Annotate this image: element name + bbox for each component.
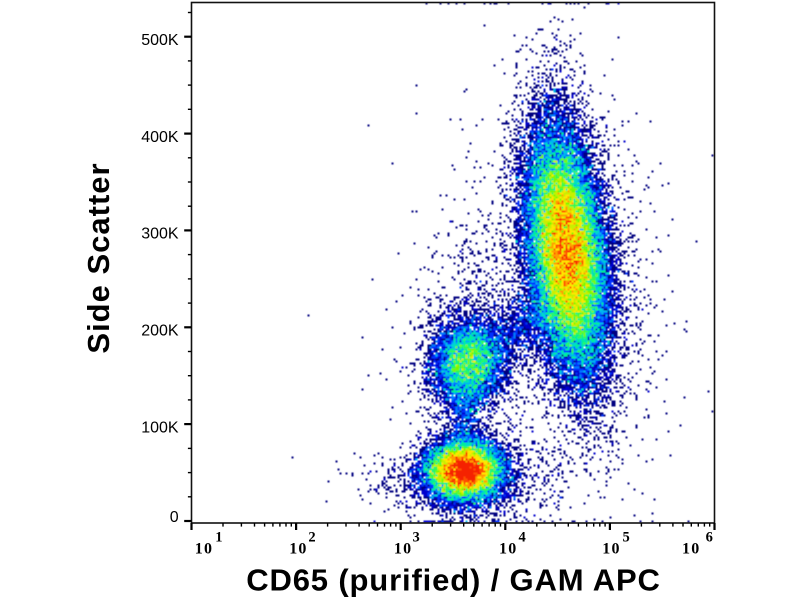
svg-text:10: 10 — [602, 540, 620, 557]
svg-text:2: 2 — [308, 530, 315, 546]
svg-text:10: 10 — [499, 540, 517, 557]
svg-text:Side Scatter: Side Scatter — [81, 162, 116, 353]
svg-text:0: 0 — [170, 509, 179, 526]
svg-text:500K: 500K — [141, 32, 179, 49]
svg-text:10: 10 — [682, 540, 700, 557]
svg-text:CD65 (purified) / GAM APC: CD65 (purified) / GAM APC — [246, 563, 661, 598]
svg-text:100K: 100K — [141, 419, 179, 436]
svg-text:300K: 300K — [141, 226, 179, 243]
svg-text:200K: 200K — [141, 323, 179, 340]
svg-text:400K: 400K — [141, 129, 179, 146]
svg-text:10: 10 — [289, 540, 307, 557]
svg-text:10: 10 — [195, 540, 213, 557]
svg-text:5: 5 — [623, 530, 630, 546]
svg-text:3: 3 — [413, 530, 420, 546]
svg-text:10: 10 — [394, 540, 412, 557]
svg-text:6: 6 — [706, 530, 713, 546]
svg-text:4: 4 — [519, 530, 526, 546]
svg-text:1: 1 — [215, 530, 222, 546]
